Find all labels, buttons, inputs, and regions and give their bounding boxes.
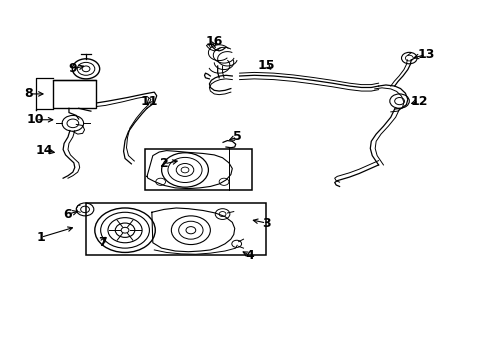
- Text: 8: 8: [24, 87, 33, 100]
- Bar: [144, 149, 251, 190]
- Text: 16: 16: [205, 35, 223, 49]
- Text: 11: 11: [141, 95, 158, 108]
- Bar: [53, 80, 96, 108]
- Text: 5: 5: [232, 130, 241, 144]
- Text: 9: 9: [68, 62, 77, 75]
- Text: 12: 12: [409, 95, 427, 108]
- Text: 14: 14: [36, 144, 53, 157]
- Text: 7: 7: [98, 236, 106, 249]
- Text: 4: 4: [244, 249, 253, 262]
- Bar: [86, 203, 266, 255]
- Text: 6: 6: [63, 208, 72, 221]
- Text: 15: 15: [257, 59, 275, 72]
- Text: 2: 2: [160, 157, 168, 170]
- Text: 3: 3: [262, 216, 270, 230]
- Text: 10: 10: [27, 113, 44, 126]
- Text: 13: 13: [416, 48, 434, 61]
- Text: 1: 1: [36, 231, 45, 244]
